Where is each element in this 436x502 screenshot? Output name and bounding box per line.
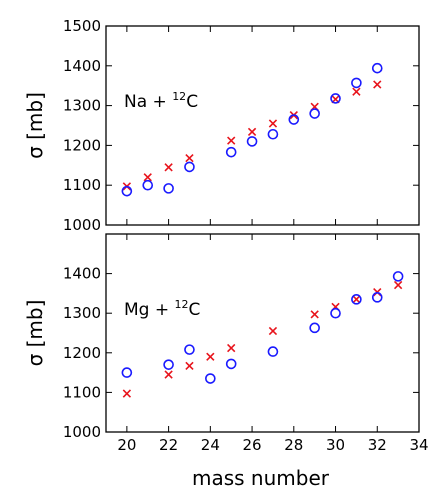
cross-stroke: [310, 310, 319, 319]
reaction-label-prefix: Mg +: [124, 300, 175, 320]
data-point-cross: [310, 310, 319, 319]
y-tick-label: 1100: [63, 383, 101, 401]
y-tick-label: 1400: [63, 265, 101, 283]
data-point-circle: [330, 307, 341, 319]
data-point-circle: [267, 346, 279, 357]
plot-frame: [105, 233, 420, 433]
cross-stroke: [373, 80, 382, 89]
y-tick-label: 1500: [63, 17, 101, 35]
data-point-circle: [121, 185, 133, 197]
data-point-circle: [351, 77, 362, 89]
reaction-label: Na + 12C: [124, 90, 198, 112]
y-tick-label: 1300: [63, 97, 101, 115]
reaction-label: Mg + 12C: [124, 298, 200, 320]
cross-stroke: [206, 352, 215, 361]
x-tick-label: 26: [243, 436, 262, 454]
cross-stroke: [185, 361, 194, 371]
data-point-circle: [225, 358, 237, 370]
reaction-label-prefix: Na +: [124, 92, 172, 112]
data-point-circle: [163, 183, 174, 194]
data-point-cross: [352, 295, 361, 304]
y-axis-title: σ [mb]: [23, 300, 47, 367]
data-point-circle: [351, 294, 362, 305]
x-tick-label: 32: [368, 436, 387, 454]
x-tick-label: 28: [284, 436, 303, 454]
cross-stroke: [268, 119, 278, 128]
x-tick-label: 34: [409, 436, 428, 454]
data-point-circle: [288, 114, 300, 125]
cross-stroke: [352, 87, 361, 96]
data-point-circle: [121, 367, 133, 378]
data-point-cross: [352, 87, 361, 96]
data-point-circle: [205, 373, 216, 384]
cross-stroke: [393, 280, 403, 290]
panel-mg: 20 22 24 26 28 30 32 34 1000 1100 1200 1300 1400 σ [m…: [23, 233, 429, 454]
data-point-circle: [163, 359, 174, 370]
data-point-cross: [185, 153, 194, 163]
x-tick-label: 24: [201, 436, 220, 454]
reaction-label-superscript: 12: [172, 90, 186, 103]
data-point-cross: [393, 280, 403, 290]
data-point-circle: [184, 344, 195, 355]
reaction-label-superscript: 12: [175, 298, 189, 311]
x-tick-label: 20: [117, 436, 136, 454]
cross-stroke: [122, 389, 132, 398]
data-point-cross: [227, 343, 236, 353]
data-point-circle: [309, 108, 320, 119]
cross-stroke: [227, 136, 236, 145]
data-point-cross: [164, 370, 173, 379]
data-point-cross: [143, 173, 152, 182]
reaction-label-suffix: C: [186, 92, 198, 112]
cross-stroke: [268, 326, 278, 336]
cross-stroke: [247, 127, 257, 137]
data-point-circle: [309, 322, 320, 334]
y-tick-label: 1100: [63, 176, 101, 194]
data-point-cross: [373, 80, 382, 89]
cross-stroke: [352, 295, 361, 304]
data-point-circle: [142, 179, 154, 191]
y-tick-label: 1200: [63, 344, 101, 362]
cross-stroke: [185, 153, 194, 163]
data-point-circle: [392, 271, 404, 282]
y-axis-title: σ [mb]: [23, 92, 47, 159]
plot-frame: [105, 25, 420, 226]
data-point-circle: [267, 128, 279, 140]
y-tick-label: 1200: [63, 136, 101, 154]
panel-na: 1000 1100 1200 1300 1400 1500 σ [mb] Na + 12C: [23, 17, 420, 234]
data-point-circle: [371, 292, 383, 303]
cross-stroke: [227, 343, 236, 353]
data-point-circle: [225, 146, 237, 158]
y-tick-label: 1300: [63, 304, 101, 322]
data-point-circle: [371, 62, 383, 74]
cross-stroke: [143, 173, 152, 182]
x-axis-title: mass number: [192, 466, 330, 490]
y-tick-label: 1000: [63, 423, 101, 441]
cross-stroke: [164, 370, 173, 379]
data-point-cross: [185, 361, 194, 371]
data-point-circle: [184, 161, 195, 173]
cross-stroke: [164, 163, 173, 172]
data-point-cross: [122, 389, 132, 398]
data-point-cross: [268, 119, 278, 128]
y-tick-label: 1400: [63, 57, 101, 75]
data-point-circle: [246, 136, 258, 147]
y-tick-label: 1000: [63, 216, 101, 234]
x-tick-label: 22: [159, 436, 178, 454]
x-tick-label: 30: [326, 436, 345, 454]
data-point-cross: [206, 352, 215, 361]
data-point-cross: [268, 326, 278, 336]
data-point-circle: [330, 93, 341, 104]
data-point-cross: [164, 163, 173, 172]
data-point-cross: [227, 136, 236, 145]
reaction-label-suffix: C: [189, 300, 201, 320]
data-point-cross: [247, 127, 257, 137]
